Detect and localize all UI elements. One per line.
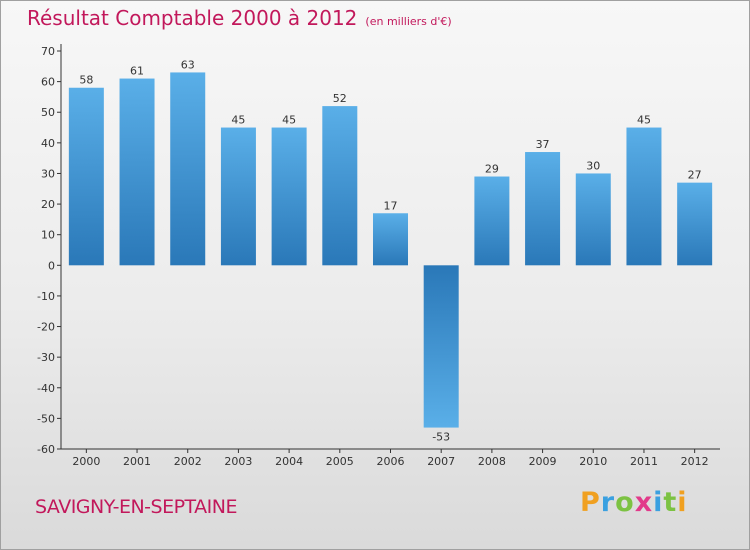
data-label: 61 [130,65,144,78]
logo-letter: x [634,487,654,518]
y-tick-label: 20 [41,198,55,211]
data-label: 37 [536,138,550,151]
y-tick-label: 60 [41,76,55,89]
y-tick-label: 30 [41,167,55,180]
bar [271,127,307,266]
y-tick-label: 10 [41,229,55,242]
bar [68,87,104,266]
data-label: 17 [384,199,398,212]
x-tick-label: 2010 [579,455,607,468]
bar [423,265,459,428]
bar [170,72,206,266]
bar [474,176,510,266]
x-tick-label: 2007 [427,455,455,468]
logo-letter: P [580,487,601,518]
y-tick-label: 40 [41,137,55,150]
x-tick-label: 2006 [377,455,405,468]
data-label: 30 [586,159,600,172]
logo-letter: t [663,487,678,518]
x-tick-label: 2012 [681,455,709,468]
place-name: SAVIGNY-EN-SEPTAINE [35,496,238,518]
x-tick-label: 2005 [326,455,354,468]
chart-title: Résultat Comptable 2000 à 2012 [27,6,358,30]
y-tick-label: -10 [37,290,55,303]
logo-letter: r [600,487,616,518]
bar [220,127,256,266]
x-tick-label: 2008 [478,455,506,468]
bar [525,152,561,266]
data-label: 58 [79,74,93,87]
chart-title-line: Résultat Comptable 2000 à 2012 (en millie… [27,6,452,30]
x-tick-label: 2004 [275,455,303,468]
x-tick-label: 2000 [72,455,100,468]
data-label: 63 [181,58,195,71]
y-tick-label: -30 [37,351,55,364]
x-tick-label: 2009 [529,455,557,468]
data-label: 27 [688,169,702,182]
bar [373,213,408,266]
chart-unit: (en milliers d'€) [365,15,452,28]
data-label: 45 [637,114,651,127]
y-tick-label: 70 [41,45,55,58]
data-label: 29 [485,163,499,176]
data-label: 45 [282,114,296,127]
y-tick-label: -50 [37,412,55,425]
bar [626,127,662,266]
logo-letter: i [653,487,664,518]
data-label: -53 [432,431,450,444]
bar [322,106,358,266]
bar [119,78,155,266]
proxiti-logo: Proxiti [580,487,688,518]
bar [575,173,611,266]
data-label: 45 [231,114,245,127]
bar [677,182,713,266]
data-label: 52 [333,92,347,105]
y-tick-label: 50 [41,106,55,119]
logo-letter: i [677,487,688,518]
x-tick-label: 2001 [123,455,151,468]
y-tick-label: -40 [37,382,55,395]
x-tick-label: 2003 [224,455,252,468]
x-tick-label: 2002 [174,455,202,468]
y-tick-label: -20 [37,321,55,334]
x-tick-label: 2011 [630,455,658,468]
y-tick-label: 0 [48,259,55,272]
y-tick-label: -60 [37,443,55,456]
logo-letter: o [615,487,635,518]
